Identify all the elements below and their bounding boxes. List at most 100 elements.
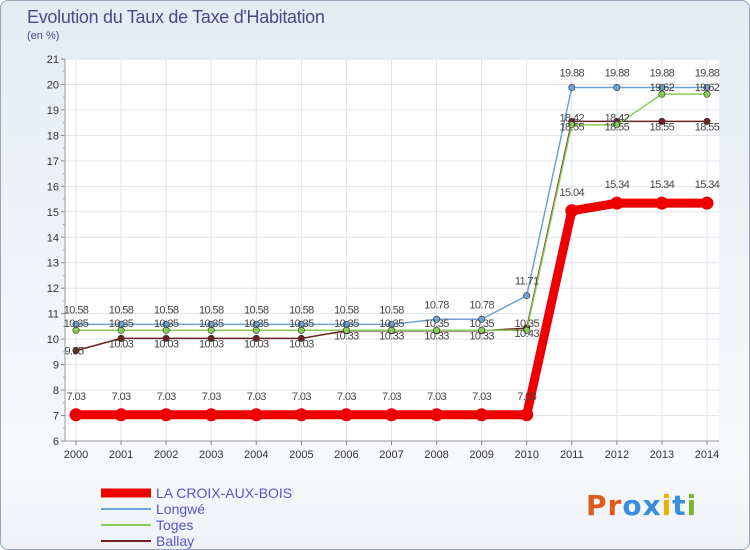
legend-label: Ballay [156, 533, 194, 549]
x-tick-label: 2007 [379, 449, 403, 461]
data-point [568, 84, 576, 92]
data-label: 11.71 [515, 276, 539, 288]
data-label: 10.35 [199, 318, 224, 330]
data-label: 10.03 [154, 338, 179, 350]
data-label: 19.88 [650, 68, 675, 80]
data-label: 10.03 [244, 338, 269, 350]
data-label: 10.58 [109, 304, 134, 316]
x-tick-label: 2014 [695, 449, 719, 461]
y-tick-label: 21 [47, 54, 59, 66]
x-tick-label: 2009 [469, 449, 493, 461]
data-point [249, 408, 263, 422]
data-label: 10.58 [64, 304, 89, 316]
data-label: 19.88 [695, 68, 720, 80]
data-label: 10.35 [289, 318, 314, 330]
data-point [700, 196, 714, 210]
data-point [72, 347, 80, 355]
data-point [387, 320, 395, 328]
data-label: 10.58 [334, 304, 359, 316]
data-label: 10.58 [379, 304, 404, 316]
x-tick-label: 2003 [199, 449, 223, 461]
logo-letter: x [642, 489, 662, 522]
data-point [610, 196, 624, 210]
data-point [117, 334, 125, 342]
data-label: 10.03 [289, 338, 314, 350]
data-point [568, 121, 576, 129]
data-point [613, 121, 621, 129]
data-label: 18.55 [605, 121, 630, 133]
x-tick-label: 2010 [514, 449, 538, 461]
logo-letter: i [661, 489, 673, 522]
data-point [478, 326, 486, 334]
data-label: 15.34 [695, 179, 720, 191]
data-point [430, 408, 444, 422]
data-point [478, 315, 486, 323]
data-label: 10.33 [469, 331, 494, 343]
data-point [252, 320, 260, 328]
data-label: 10.33 [334, 331, 359, 343]
data-point [703, 84, 711, 92]
data-point [342, 320, 350, 328]
data-label: 18.42 [560, 113, 585, 125]
x-tick-label: 2011 [560, 449, 584, 461]
data-label: 10.58 [154, 304, 179, 316]
y-tick-label: 12 [47, 283, 59, 295]
data-point [297, 334, 305, 342]
data-label: 10.78 [424, 299, 449, 311]
data-label: 7.03 [382, 391, 401, 403]
y-tick-label: 13 [47, 258, 59, 270]
data-point [433, 315, 441, 323]
y-tick-label: 15 [47, 207, 59, 219]
y-tick-label: 17 [47, 156, 59, 168]
legend-label: LA CROIX-AUX-BOIS [156, 485, 292, 501]
data-point [385, 408, 398, 422]
data-label: 10.35 [64, 318, 89, 330]
data-point [565, 204, 579, 218]
data-label: 7.03 [66, 391, 85, 403]
legend-label: Toges [156, 517, 193, 533]
logo-letter: t [672, 489, 687, 522]
data-point [523, 326, 531, 334]
data-label: 7.03 [112, 391, 131, 403]
data-label: 10.35 [424, 318, 449, 330]
data-label: 10.35 [469, 318, 494, 330]
x-tick-label: 2002 [154, 449, 178, 461]
x-tick-label: 2005 [289, 449, 313, 461]
data-label: 10.35 [514, 318, 539, 330]
data-label: 10.03 [109, 338, 134, 350]
data-label: 10.35 [334, 318, 359, 330]
data-label: 19.62 [650, 82, 675, 94]
x-tick-label: 2006 [334, 449, 358, 461]
y-tick-label: 11 [48, 309, 59, 321]
data-label: 10.78 [469, 299, 494, 311]
y-tick-label: 18 [47, 130, 59, 142]
data-point [703, 117, 711, 125]
y-tick-label: 6 [53, 436, 59, 448]
data-point [339, 408, 353, 422]
proxiti-logo: Proxiti [586, 489, 697, 522]
x-tick-label: 2004 [244, 449, 268, 461]
y-tick-label: 20 [47, 79, 59, 91]
data-label: 10.33 [379, 331, 404, 343]
data-label: 10.35 [244, 318, 269, 330]
data-label: 10.35 [379, 318, 404, 330]
x-tick-label: 2012 [605, 449, 629, 461]
data-point [294, 408, 308, 422]
x-tick-label: 2008 [424, 449, 448, 461]
data-label: 19.88 [560, 68, 585, 80]
data-label: 7.03 [337, 391, 356, 403]
data-label: 15.04 [560, 187, 585, 199]
y-axis-unit: (en %) [27, 30, 60, 42]
data-label: 7.03 [427, 391, 446, 403]
data-label: 7.03 [292, 391, 311, 403]
data-point [613, 84, 621, 92]
data-point [655, 196, 669, 210]
data-label: 10.43 [514, 328, 539, 340]
y-tick-label: 7 [53, 411, 59, 423]
data-label: 15.34 [650, 179, 675, 191]
data-label: 10.58 [244, 304, 269, 316]
data-point [523, 292, 531, 300]
y-tick-label: 8 [53, 385, 59, 397]
data-label: 10.35 [109, 318, 134, 330]
